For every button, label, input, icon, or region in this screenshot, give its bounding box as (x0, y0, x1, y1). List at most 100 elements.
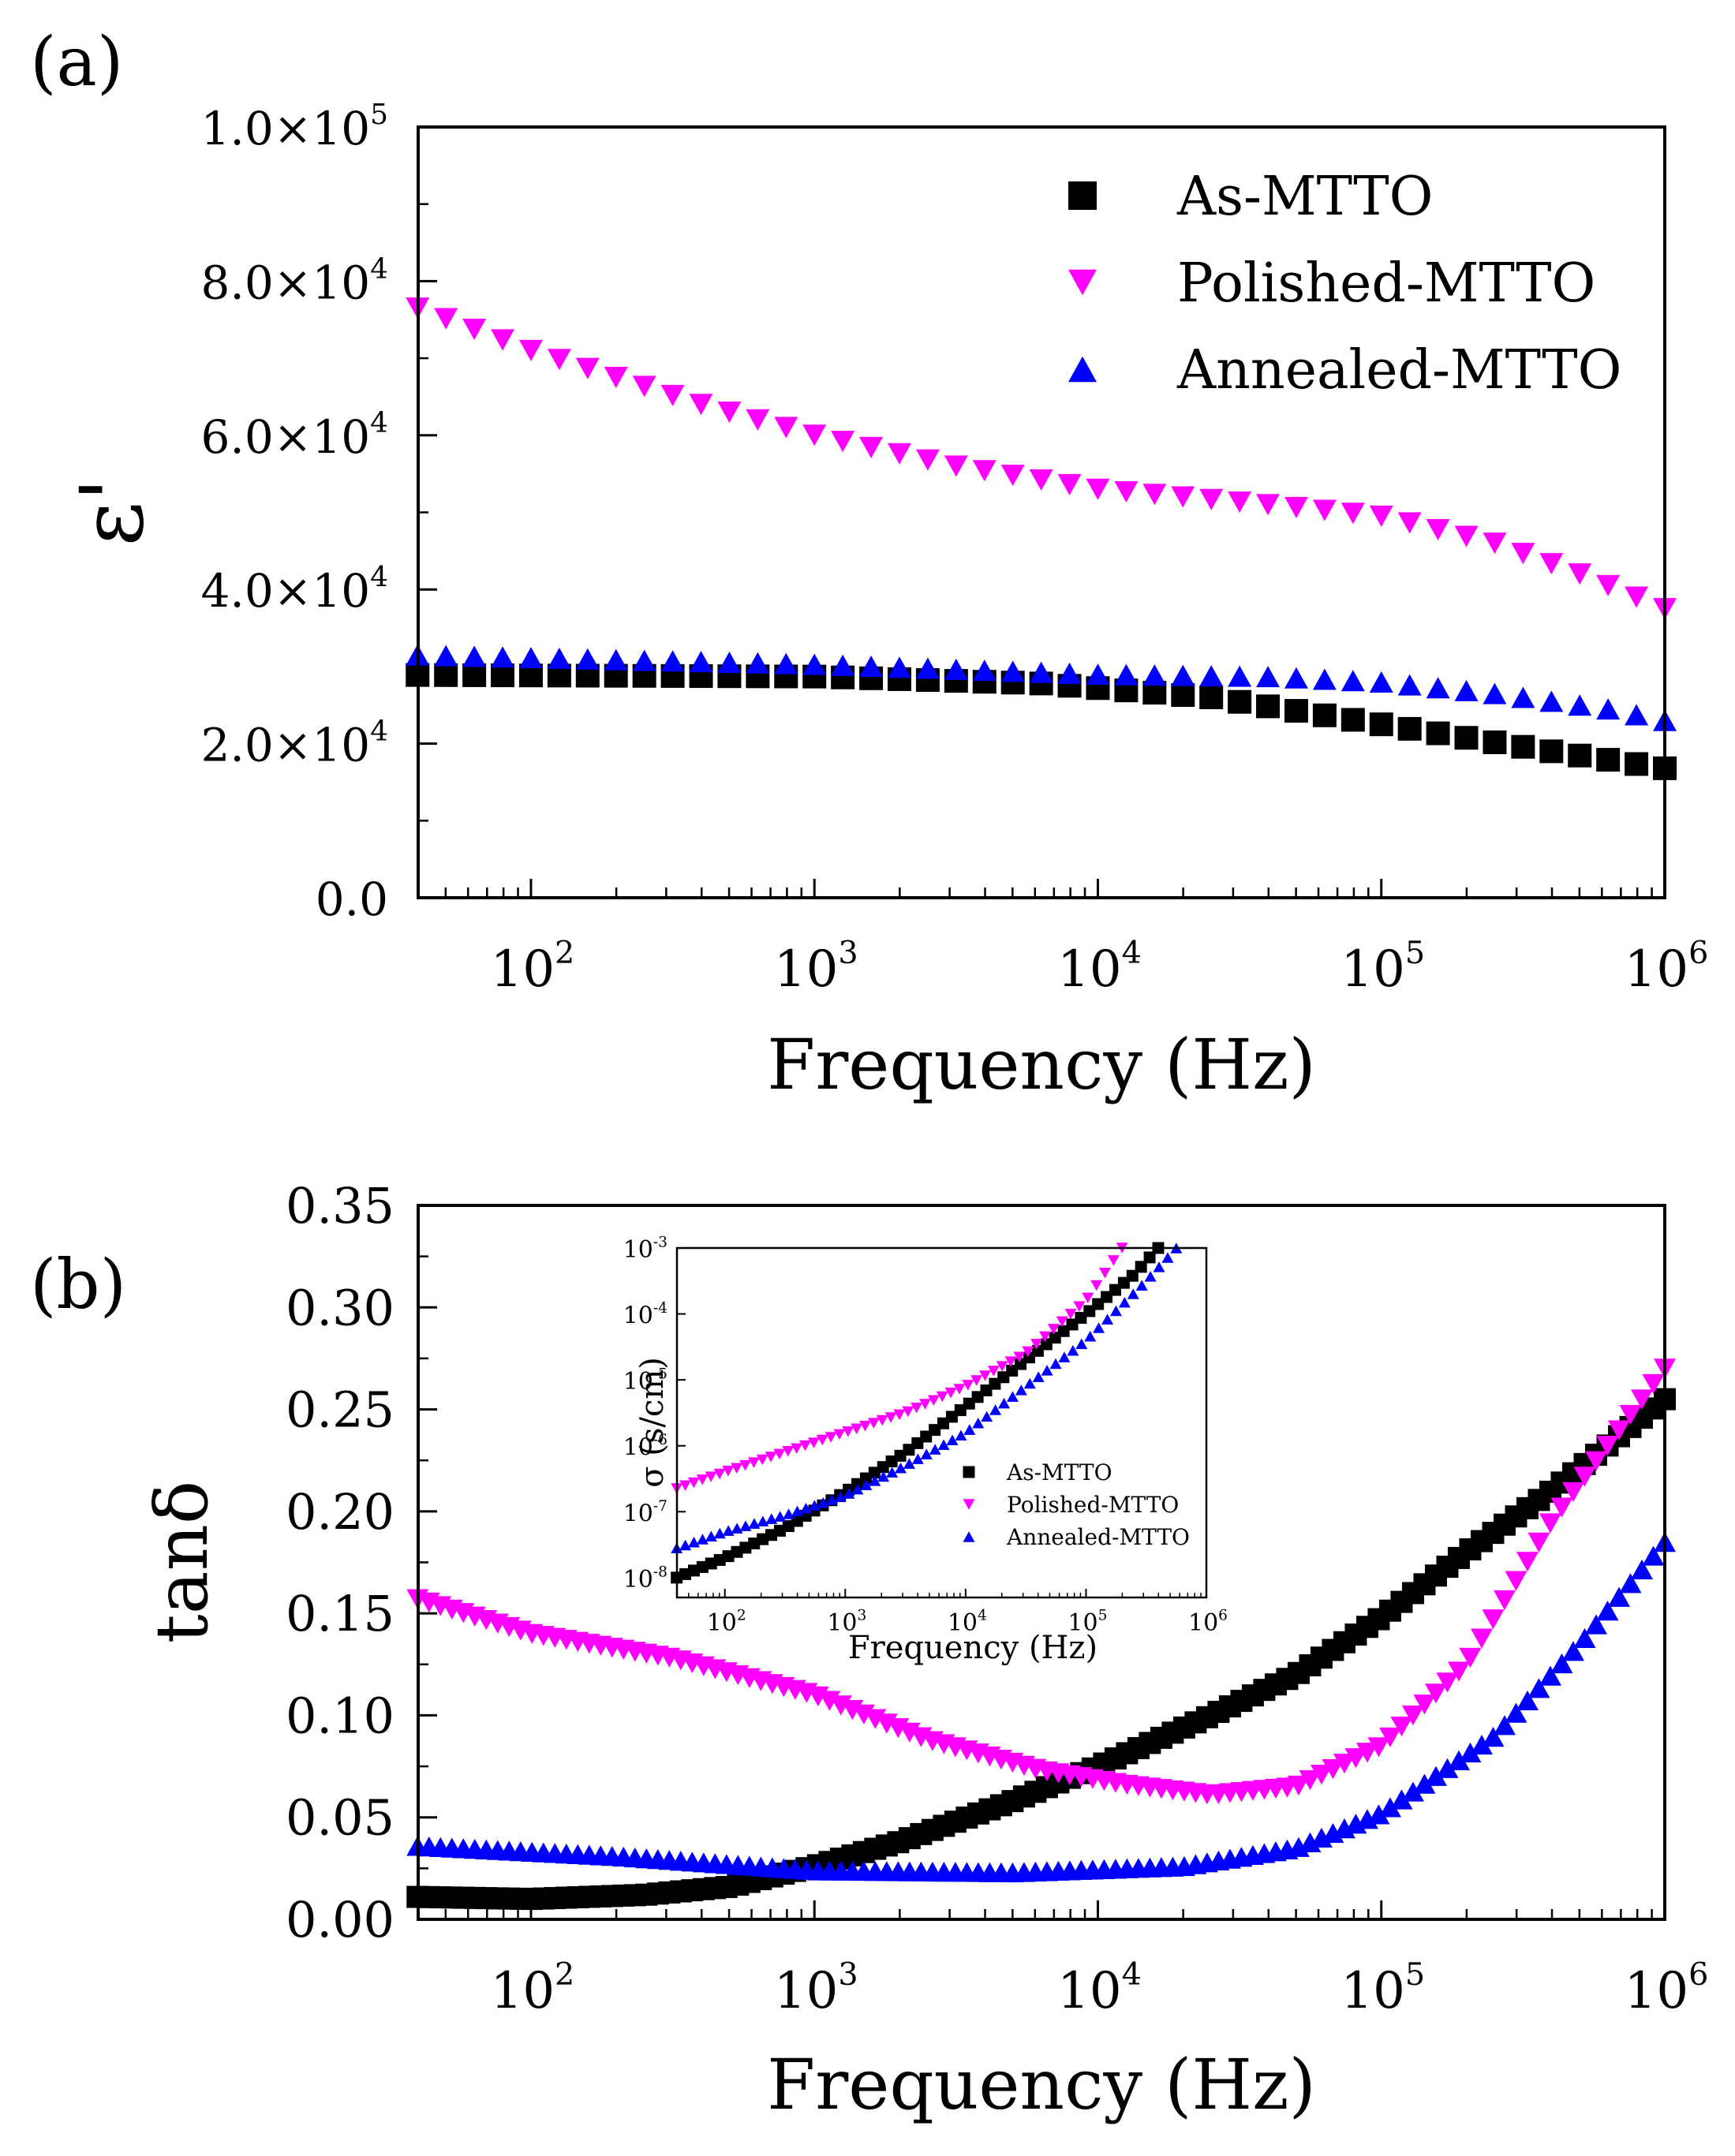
inset-point-annealed-mtto (1084, 1331, 1097, 1342)
inset-point-polished-mtto (1107, 1255, 1120, 1266)
panel-a-x-tick-label: 105 (1341, 935, 1425, 999)
inset-legend-label-annealed-mtto: Annealed-MTTO (1006, 1524, 1190, 1550)
panel-a-y-axis-title: ε' (62, 477, 163, 546)
panel-a-point-annealed-mtto (518, 647, 543, 669)
inset-point-annealed-mtto (981, 1411, 993, 1422)
panel-a-point-as-mtto (1596, 748, 1621, 772)
panel-a-point-polished-mtto (1284, 496, 1308, 518)
inset-point-annealed-mtto (911, 1453, 924, 1464)
inset-point-polished-mtto (1073, 1301, 1086, 1313)
panel-a-point-polished-mtto (717, 401, 742, 423)
panel-b-point-polished-mtto (1630, 1389, 1653, 1410)
panel-b-point-annealed-mtto (1642, 1545, 1665, 1566)
inset-point-annealed-mtto (1135, 1280, 1148, 1291)
panel-b-point-annealed-mtto (1447, 1750, 1470, 1770)
inset-point-polished-mtto (867, 1418, 880, 1429)
inset-point-annealed-mtto (1109, 1305, 1122, 1317)
inset-point-polished-mtto (1098, 1267, 1111, 1279)
panel-a-point-annealed-mtto (1397, 674, 1422, 696)
panel-a-point-as-mtto (1397, 716, 1422, 741)
panel-a-series-annealed-mtto (406, 644, 1677, 731)
panel-a-point-annealed-mtto (1199, 665, 1224, 687)
inset-point-polished-mtto (884, 1412, 897, 1423)
panel-a-point-as-mtto (1171, 683, 1195, 708)
inset-point-polished-mtto (696, 1474, 709, 1485)
inset-point-annealed-mtto (920, 1448, 933, 1459)
panel-a-point-as-mtto (1568, 743, 1592, 768)
inset-point-annealed-mtto (1144, 1271, 1157, 1282)
panel-b-point-polished-mtto (1322, 1759, 1344, 1780)
inset-point-polished-mtto (911, 1403, 923, 1414)
panel-b-point-polished-mtto (1642, 1373, 1665, 1395)
panel-a-point-annealed-mtto (1596, 698, 1621, 720)
inset-y-tick-label: 10-8 (623, 1564, 667, 1594)
panel-a-point-as-mtto (1312, 703, 1337, 727)
panel-a-point-annealed-mtto (717, 651, 742, 673)
inset-point-annealed-mtto (989, 1404, 1002, 1415)
panel-a-point-annealed-mtto (1142, 664, 1167, 686)
inset-data-layer (671, 1242, 1183, 1584)
panel-a-point-as-mtto (434, 663, 458, 687)
panel-b-series-annealed-mtto (406, 1532, 1676, 1883)
panel-a-legend-label-annealed-mtto: Annealed-MTTO (1176, 339, 1621, 402)
inset-point-as-mtto (1143, 1251, 1156, 1264)
panel-b-point-polished-mtto (1561, 1482, 1584, 1503)
panel-a-point-polished-mtto (774, 417, 798, 439)
inset-point-polished-mtto (1064, 1309, 1077, 1320)
panel-a-point-as-mtto (1426, 721, 1450, 745)
inset-point-polished-mtto (773, 1448, 786, 1460)
panel-a-point-polished-mtto (1397, 512, 1422, 534)
panel-a-point-polished-mtto (689, 394, 713, 416)
inset-point-polished-mtto (756, 1454, 768, 1466)
panel-a-y-tick-label: 1.0×105 (200, 99, 388, 155)
inset-point-annealed-mtto (1049, 1358, 1062, 1369)
panel-a-point-annealed-mtto (604, 648, 628, 671)
inset-x-tick-label: 104 (948, 1608, 987, 1638)
panel-a-point-annealed-mtto (915, 657, 940, 679)
inset-point-polished-mtto (713, 1468, 726, 1480)
panel-a-point-as-mtto (1539, 739, 1564, 764)
panel-a-point-annealed-mtto (1426, 677, 1450, 699)
panel-a-y-tick-label: 2.0×104 (200, 716, 388, 772)
inset-point-polished-mtto (1030, 1339, 1043, 1350)
inset-point-annealed-mtto (1006, 1391, 1019, 1403)
panel-b-point-polished-mtto (1367, 1737, 1390, 1758)
panel-b-y-tick-label: 0.30 (286, 1279, 394, 1336)
panel-a-point-polished-mtto (1625, 586, 1649, 608)
panel-a-point-as-mtto (1256, 694, 1281, 719)
panel-a-point-annealed-mtto (831, 654, 855, 676)
inset-point-polished-mtto (859, 1420, 872, 1432)
inset-chart: 102 103 104 105 10610-810-710-610-510-410-3 … (623, 1235, 1228, 1667)
inset-series-polished-mtto (671, 1242, 1128, 1494)
inset-y-tick-label: 10-5 (623, 1366, 667, 1396)
panel-b-point-annealed-mtto (1390, 1789, 1413, 1810)
panel-b-point-annealed-mtto (1619, 1573, 1642, 1594)
inset-point-annealed-mtto (1023, 1377, 1036, 1389)
panel-b-point-annealed-mtto (1561, 1641, 1584, 1661)
inset-point-annealed-mtto (895, 1463, 907, 1474)
panel-b-point-polished-mtto (1299, 1769, 1322, 1791)
panel-a-point-polished-mtto (888, 443, 912, 465)
inset-point-polished-mtto (962, 1380, 974, 1391)
inset-point-polished-mtto (902, 1406, 914, 1418)
inset-point-polished-mtto (919, 1399, 932, 1410)
inset-point-polished-mtto (1056, 1316, 1068, 1328)
panel-b-chart: 102 103 104 105 106 0.00 0.05 0.10 0.15 0.20 0.25 0… (140, 1177, 1708, 2125)
panel-a-point-annealed-mtto (1539, 690, 1564, 712)
panel-a-point-polished-mtto (604, 367, 628, 389)
inset-point-annealed-mtto (972, 1418, 985, 1429)
panel-a-point-polished-mtto (1426, 518, 1450, 540)
panel-b-point-annealed-mtto (1573, 1627, 1596, 1649)
panel-b-point-annealed-mtto (1401, 1781, 1424, 1802)
inset-point-polished-mtto (970, 1375, 983, 1386)
panel-b-point-annealed-mtto (1493, 1715, 1516, 1736)
panel-a-axes: 102 103 104 105 106 0.0 2.0×104 4.0×104 6.0×104 8… (200, 99, 1708, 999)
inset-point-polished-mtto (936, 1391, 948, 1403)
panel-b-point-polished-mtto (1436, 1672, 1459, 1693)
inset-point-annealed-mtto (1101, 1313, 1114, 1325)
panel-a-point-as-mtto (1228, 689, 1252, 714)
panel-b-x-axis-title: Frequency (Hz) (767, 2044, 1316, 2125)
panel-b-y-tick-label: 0.10 (286, 1687, 394, 1744)
inset-point-polished-mtto (1038, 1331, 1051, 1343)
panel-b-point-annealed-mtto (1367, 1804, 1390, 1825)
